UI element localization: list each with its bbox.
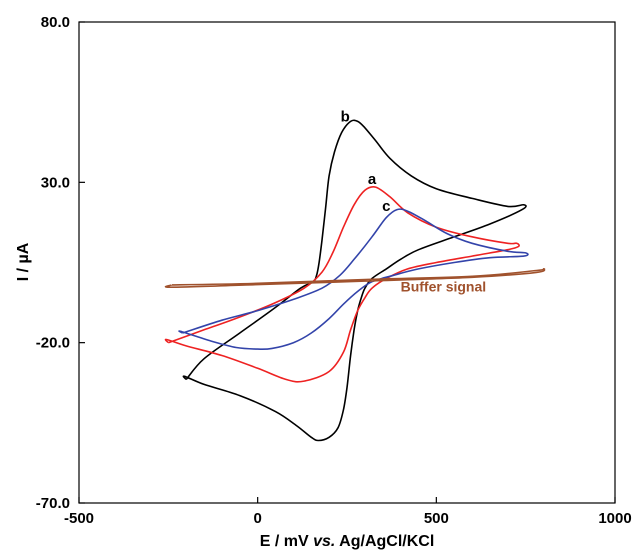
- series-line-buffer-signal: [164, 268, 546, 288]
- series-line-a: [164, 185, 520, 383]
- series-line-b: [182, 119, 527, 442]
- series-label-b: b: [341, 108, 350, 125]
- y-tick-label: -70.0: [36, 495, 70, 512]
- x-tick-label: -500: [64, 510, 94, 527]
- plot-frame: [78, 21, 616, 504]
- y-tick-label: 30.0: [41, 174, 70, 191]
- axis-ticks: -500 0 500 1000 80.0 30.0 -20.0 -70.0: [36, 14, 632, 527]
- x-tick-label: 500: [424, 510, 449, 527]
- x-tick-label: 0: [253, 510, 261, 527]
- series-curves: [164, 119, 546, 442]
- series-line-c: [178, 208, 529, 351]
- x-axis-title: E / mV vs. Ag/AgCl/KCl: [260, 533, 435, 550]
- y-tick-label: -20.0: [36, 335, 70, 352]
- y-tick-label: 80.0: [41, 14, 70, 31]
- series-label-c: c: [382, 198, 390, 215]
- series-label-a: a: [368, 171, 377, 188]
- series-label-buffer-signal: Buffer signal: [401, 278, 487, 294]
- x-tick-label: 1000: [598, 510, 631, 527]
- series-labels: b ac Buffer signal: [341, 108, 487, 294]
- y-axis-title: I / µA: [15, 242, 32, 281]
